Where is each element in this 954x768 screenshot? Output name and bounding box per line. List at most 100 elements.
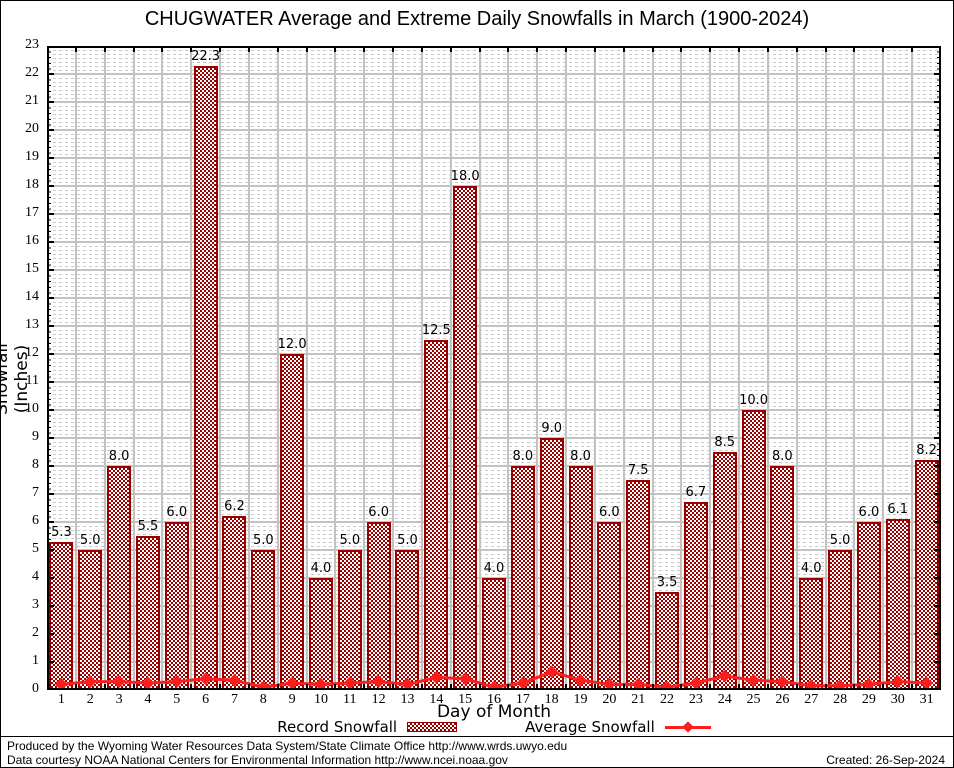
tick-x-top-22: [680, 46, 683, 52]
average-marker-day-30: [891, 675, 905, 688]
average-marker-day-25: [747, 673, 760, 687]
tick-x-bottom-18: [565, 684, 568, 690]
bar-value-label-day-18: 9.0: [541, 421, 563, 436]
x-tick-label-29: 29: [861, 692, 876, 707]
gridline-x-5: [190, 46, 193, 690]
tick-y-right-19: [934, 157, 941, 159]
bar-value-label-day-26: 8.0: [772, 449, 793, 464]
y-tick-label-4: 4: [32, 569, 39, 584]
average-snowfall-line: [55, 665, 933, 690]
gridline-y-10: [47, 409, 941, 411]
y-tick-label-11: 11: [25, 373, 39, 388]
bar-value-label-day-24: 8.5: [714, 435, 736, 450]
tick-y-right-1: [934, 661, 941, 663]
y-tick-label-19: 19: [25, 149, 39, 164]
gridline-x-20: [622, 46, 625, 690]
tick-x-top-10: [334, 46, 337, 52]
bar-value-label-day-27: 4.0: [800, 561, 822, 576]
bar-value-label-day-11: 5.0: [339, 533, 361, 548]
average-marker-day-3: [112, 675, 126, 688]
tick-y-right-20: [934, 129, 941, 131]
x-tick-label-30: 30: [890, 692, 905, 707]
y-tick-label-21: 21: [25, 93, 39, 108]
tick-y-right-15: [934, 269, 941, 271]
average-marker-day-16: [487, 680, 501, 690]
tick-y-right-5: [934, 549, 941, 551]
average-marker-day-7: [228, 673, 241, 687]
gridline-y-22: [47, 73, 941, 75]
bar-value-label-day-4: 5.5: [137, 519, 159, 534]
average-marker-day-21: [631, 678, 645, 690]
gridline-y-12: [47, 353, 941, 355]
bar-day-28: [828, 550, 853, 690]
gridline-x-13: [420, 46, 423, 690]
bar-value-label-day-29: 6.0: [858, 505, 880, 520]
tick-x-top-18: [565, 46, 568, 52]
tick-y-left-7: [47, 493, 54, 495]
tick-x-top-17: [536, 46, 539, 52]
bar-value-label-day-17: 8.0: [512, 449, 534, 464]
y-axis-minor-ticks-left: [47, 46, 51, 690]
tick-x-bottom-26: [795, 684, 798, 690]
x-tick-label-31: 31: [919, 692, 934, 707]
bar-value-label-day-28: 5.0: [829, 533, 851, 548]
tick-x-top-9: [305, 46, 308, 52]
gridline-x-18: [565, 46, 568, 690]
tick-x-bottom-9: [305, 684, 308, 690]
bar-day-22: [655, 592, 680, 690]
tick-x-top-19: [593, 46, 596, 52]
tick-x-bottom-25: [766, 684, 769, 690]
average-marker-day-6: [199, 672, 212, 686]
tick-x-bottom-16: [507, 684, 510, 690]
created-date: Created: 26-Sep-2024: [826, 753, 945, 767]
gridline-x-1: [74, 46, 77, 690]
bar-value-label-day-12: 6.0: [368, 505, 389, 520]
gridline-y-6: [47, 521, 941, 523]
tick-y-left-5: [47, 549, 54, 551]
tick-x-bottom-17: [536, 684, 539, 690]
tick-x-bottom-28: [853, 684, 856, 690]
gridline-x-12: [392, 46, 395, 690]
y-tick-label-3: 3: [32, 597, 39, 612]
x-tick-label-7: 7: [230, 692, 238, 707]
gridline-x-17: [536, 46, 539, 690]
tick-y-right-7: [934, 493, 941, 495]
bar-value-label-day-1: 5.3: [51, 524, 72, 540]
tick-x-bottom-20: [622, 684, 625, 690]
tick-x-top-1: [74, 46, 77, 52]
y-axis-minor-ticks-right: [937, 46, 941, 690]
bar-day-6: [193, 65, 218, 690]
bar-day-26: [770, 466, 795, 690]
x-tick-label-8: 8: [259, 692, 267, 707]
y-tick-label-13: 13: [25, 317, 39, 332]
x-tick-label-2: 2: [86, 692, 94, 707]
tick-x-bottom-10: [334, 684, 337, 690]
tick-x-bottom-11: [363, 684, 366, 690]
bar-day-12: [366, 522, 391, 690]
y-tick-label-23: 23: [25, 37, 39, 52]
footer-divider: [1, 736, 953, 737]
legend: Record Snowfall Average Snowfall: [47, 718, 941, 736]
tick-y-left-21: [47, 101, 54, 103]
tick-y-left-1: [47, 661, 54, 663]
tick-y-left-9: [47, 437, 54, 439]
bar-day-23: [683, 502, 708, 690]
tick-x-top-29: [882, 46, 885, 52]
x-tick-label-24: 24: [717, 692, 732, 707]
legend-record-swatch: [407, 722, 458, 732]
gridline-x-11: [363, 46, 366, 690]
gridline-x-22: [680, 46, 683, 690]
tick-y-right-6: [934, 521, 941, 523]
bar-day-24: [712, 452, 737, 690]
bar-day-17: [510, 466, 535, 690]
tick-x-top-23: [709, 46, 712, 52]
average-marker-day-10: [314, 678, 328, 690]
y-tick-label-0: 0: [32, 681, 39, 696]
bar-day-27: [799, 578, 824, 690]
average-marker-day-26: [776, 675, 789, 688]
bar-day-8: [251, 550, 276, 690]
gridline-x-26: [795, 46, 798, 690]
bar-value-label-day-13: 5.0: [397, 533, 418, 548]
gridline-x-19: [593, 46, 596, 690]
